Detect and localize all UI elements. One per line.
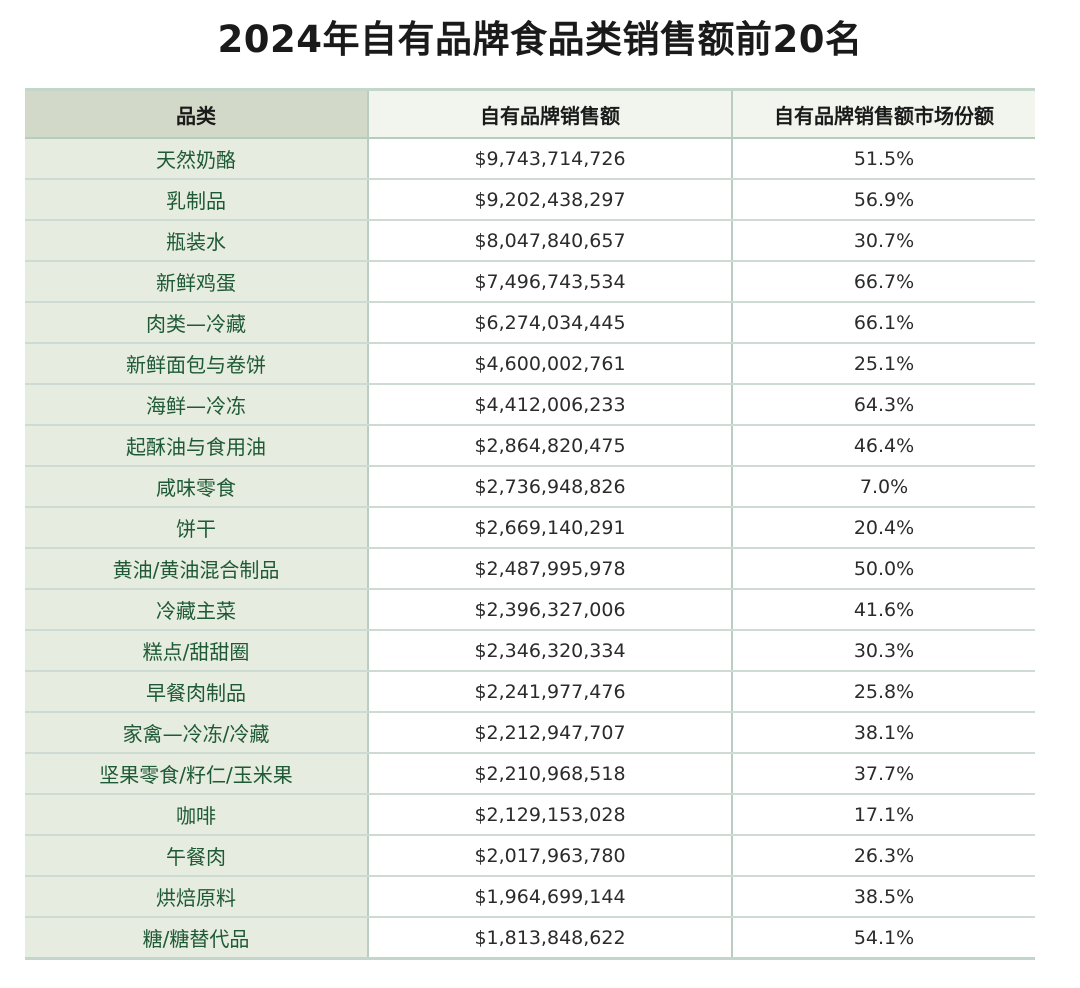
share-cell: 41.6%: [731, 589, 1035, 631]
table-row: 咖啡 $2,129,153,028 17.1%: [25, 794, 1035, 836]
header-sales: 自有品牌销售额: [367, 88, 732, 139]
category-cell: 瓶装水: [25, 220, 368, 262]
share-cell: 66.1%: [731, 302, 1035, 344]
share-cell: 26.3%: [731, 835, 1035, 877]
share-cell: 30.3%: [731, 630, 1035, 672]
category-cell: 新鲜面包与卷饼: [25, 343, 368, 385]
share-cell: 54.1%: [731, 917, 1035, 960]
share-cell: 37.7%: [731, 753, 1035, 795]
share-cell: 51.5%: [731, 138, 1035, 180]
table-row: 新鲜鸡蛋 $7,496,743,534 66.7%: [25, 261, 1035, 303]
sales-cell: $2,864,820,475: [367, 425, 732, 467]
sales-cell: $1,813,848,622: [367, 917, 732, 960]
sales-cell: $4,600,002,761: [367, 343, 732, 385]
category-cell: 烘焙原料: [25, 876, 368, 918]
category-cell: 新鲜鸡蛋: [25, 261, 368, 303]
sales-cell: $8,047,840,657: [367, 220, 732, 262]
category-cell: 饼干: [25, 507, 368, 549]
share-cell: 46.4%: [731, 425, 1035, 467]
category-cell: 黄油/黄油混合制品: [25, 548, 368, 590]
sales-cell: $2,129,153,028: [367, 794, 732, 836]
sales-cell: $2,396,327,006: [367, 589, 732, 631]
category-cell: 咖啡: [25, 794, 368, 836]
table-row: 起酥油与食用油 $2,864,820,475 46.4%: [25, 425, 1035, 467]
category-cell: 天然奶酪: [25, 138, 368, 180]
sales-cell: $1,964,699,144: [367, 876, 732, 918]
table-row: 午餐肉 $2,017,963,780 26.3%: [25, 835, 1035, 877]
category-cell: 咸味零食: [25, 466, 368, 508]
share-cell: 25.8%: [731, 671, 1035, 713]
share-cell: 20.4%: [731, 507, 1035, 549]
table-row: 糖/糖替代品 $1,813,848,622 54.1%: [25, 917, 1035, 960]
share-cell: 50.0%: [731, 548, 1035, 590]
share-cell: 66.7%: [731, 261, 1035, 303]
sales-cell: $2,017,963,780: [367, 835, 732, 877]
table-row: 乳制品 $9,202,438,297 56.9%: [25, 179, 1035, 221]
chart-title: 2024年自有品牌食品类销售额前20名: [217, 18, 863, 61]
table-row: 黄油/黄油混合制品 $2,487,995,978 50.0%: [25, 548, 1035, 590]
table-header: 品类 自有品牌销售额 自有品牌销售额市场份额: [25, 88, 1035, 139]
table-row: 咸味零食 $2,736,948,826 7.0%: [25, 466, 1035, 508]
table-row: 坚果零食/籽仁/玉米果 $2,210,968,518 37.7%: [25, 753, 1035, 795]
share-cell: 38.5%: [731, 876, 1035, 918]
header-category: 品类: [25, 88, 368, 139]
table-row: 天然奶酪 $9,743,714,726 51.5%: [25, 138, 1035, 180]
table-row: 烘焙原料 $1,964,699,144 38.5%: [25, 876, 1035, 918]
share-cell: 64.3%: [731, 384, 1035, 426]
table-row: 瓶装水 $8,047,840,657 30.7%: [25, 220, 1035, 262]
sales-cell: $2,487,995,978: [367, 548, 732, 590]
category-cell: 乳制品: [25, 179, 368, 221]
sales-cell: $2,241,977,476: [367, 671, 732, 713]
table-row: 肉类—冷藏 $6,274,034,445 66.1%: [25, 302, 1035, 344]
category-cell: 起酥油与食用油: [25, 425, 368, 467]
table-row: 早餐肉制品 $2,241,977,476 25.8%: [25, 671, 1035, 713]
share-cell: 30.7%: [731, 220, 1035, 262]
table-row: 海鲜—冷冻 $4,412,006,233 64.3%: [25, 384, 1035, 426]
category-cell: 坚果零食/籽仁/玉米果: [25, 753, 368, 795]
sales-cell: $2,736,948,826: [367, 466, 732, 508]
table-row: 新鲜面包与卷饼 $4,600,002,761 25.1%: [25, 343, 1035, 385]
sales-cell: $9,202,438,297: [367, 179, 732, 221]
table-row: 饼干 $2,669,140,291 20.4%: [25, 507, 1035, 549]
sales-cell: $2,346,320,334: [367, 630, 732, 672]
share-cell: 25.1%: [731, 343, 1035, 385]
category-cell: 家禽—冷冻/冷藏: [25, 712, 368, 754]
header-row: 品类 自有品牌销售额 自有品牌销售额市场份额: [25, 88, 1035, 139]
category-cell: 午餐肉: [25, 835, 368, 877]
sales-ranking-table: 品类 自有品牌销售额 自有品牌销售额市场份额 天然奶酪 $9,743,714,72…: [25, 88, 1035, 960]
share-cell: 56.9%: [731, 179, 1035, 221]
category-cell: 海鲜—冷冻: [25, 384, 368, 426]
table-row: 家禽—冷冻/冷藏 $2,212,947,707 38.1%: [25, 712, 1035, 754]
table-body: 天然奶酪 $9,743,714,726 51.5% 乳制品 $9,202,438,297…: [25, 138, 1035, 960]
table-row: 糕点/甜甜圈 $2,346,320,334 30.3%: [25, 630, 1035, 672]
header-share: 自有品牌销售额市场份额: [731, 88, 1035, 139]
table-row: 冷藏主菜 $2,396,327,006 41.6%: [25, 589, 1035, 631]
category-cell: 糖/糖替代品: [25, 917, 368, 960]
sales-cell: $7,496,743,534: [367, 261, 732, 303]
sales-cell: $6,274,034,445: [367, 302, 732, 344]
share-cell: 17.1%: [731, 794, 1035, 836]
category-cell: 冷藏主菜: [25, 589, 368, 631]
category-cell: 肉类—冷藏: [25, 302, 368, 344]
sales-cell: $4,412,006,233: [367, 384, 732, 426]
category-cell: 糕点/甜甜圈: [25, 630, 368, 672]
share-cell: 38.1%: [731, 712, 1035, 754]
sales-cell: $2,212,947,707: [367, 712, 732, 754]
share-cell: 7.0%: [731, 466, 1035, 508]
sales-cell: $2,210,968,518: [367, 753, 732, 795]
sales-cell: $9,743,714,726: [367, 138, 732, 180]
sales-cell: $2,669,140,291: [367, 507, 732, 549]
category-cell: 早餐肉制品: [25, 671, 368, 713]
